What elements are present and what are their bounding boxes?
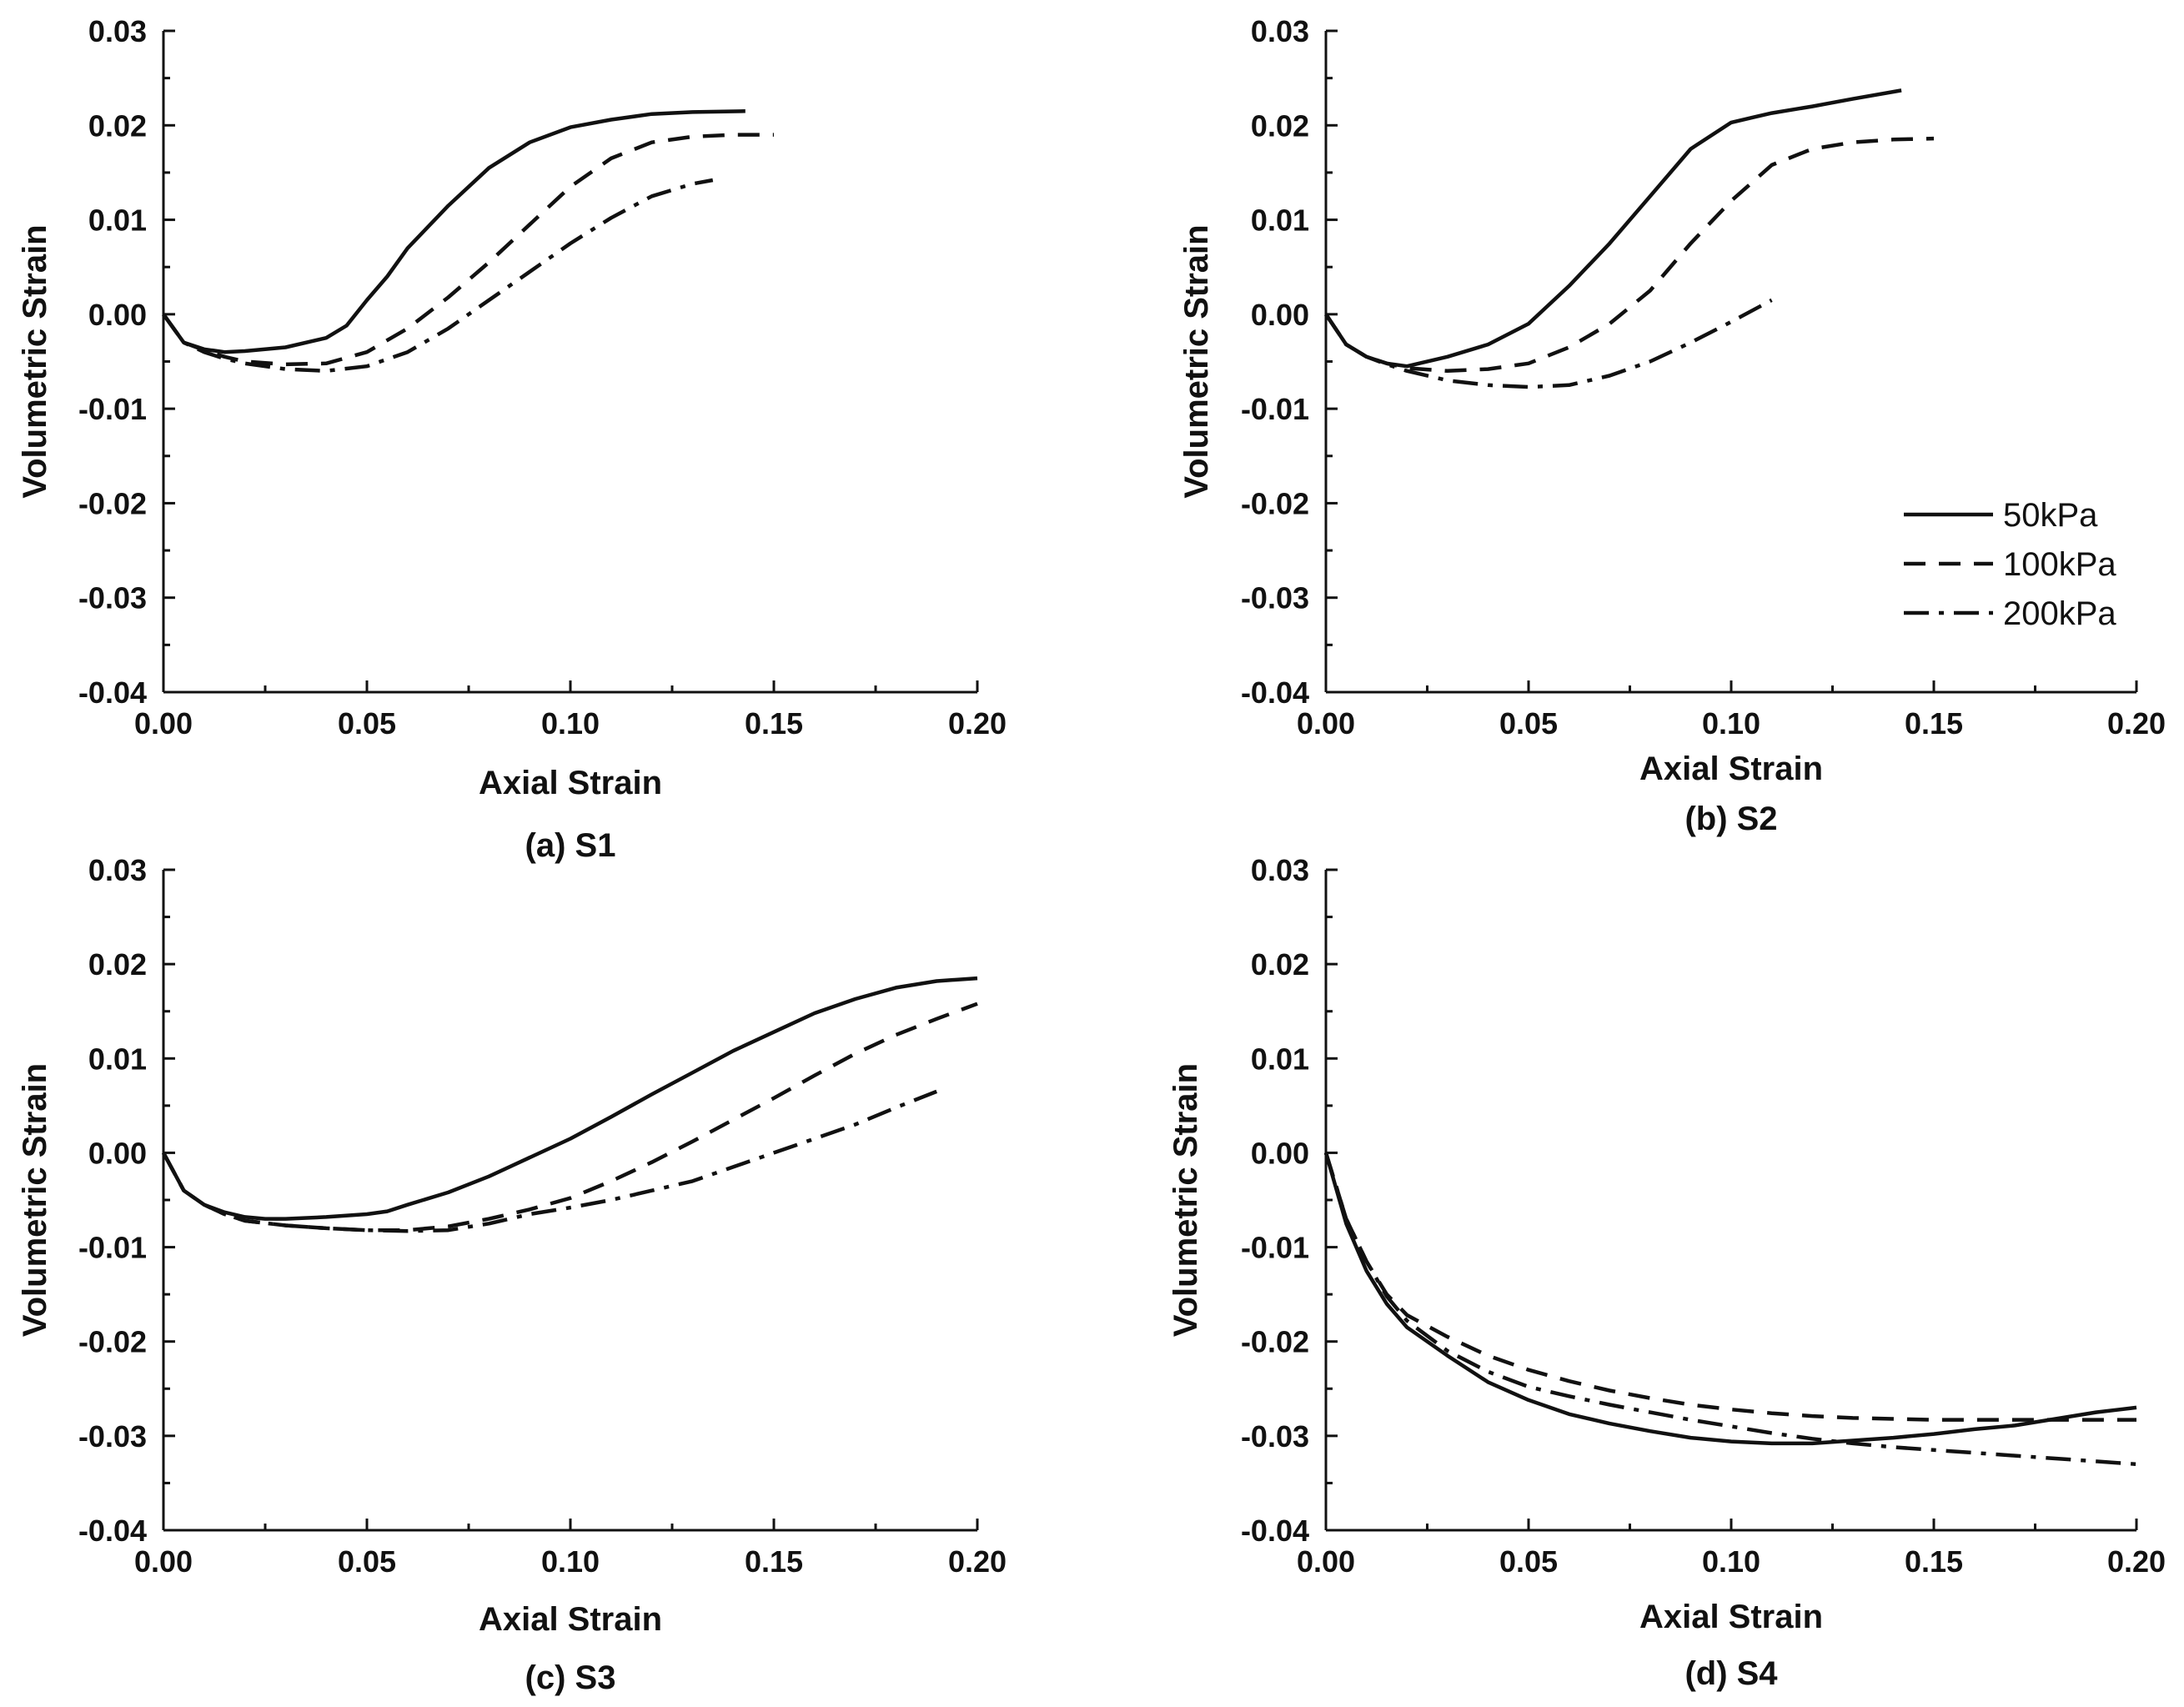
x-tick-label: 0.00 xyxy=(1297,1544,1355,1579)
x-axis-title: Axial Strain xyxy=(479,765,662,801)
y-tick-label: -0.01 xyxy=(78,1231,147,1265)
y-tick-label: 0.02 xyxy=(1251,947,1309,982)
chart-panel-d: 0.00 0.05 0.10 0.15 0.200.030.020.010.00-0.0… xyxy=(1167,853,2166,1692)
series-line-50kPa xyxy=(1324,88,1902,369)
series-line-50kPa xyxy=(1323,1152,2137,1446)
x-tick-label: 0.05 xyxy=(1499,1544,1558,1579)
y-tick-label: 0.00 xyxy=(88,1136,147,1170)
legend-label: 200kPa xyxy=(2003,595,2116,632)
y-tick-label: 0.00 xyxy=(88,298,147,332)
legend-label: 50kPa xyxy=(2003,497,2098,534)
x-tick-label: 0.20 xyxy=(2107,1544,2166,1579)
y-tick-label: 0.03 xyxy=(1251,14,1309,48)
y-axis-title: Volumetric Strain xyxy=(17,224,53,498)
y-tick-label: -0.04 xyxy=(78,675,147,710)
y-tick-label: 0.03 xyxy=(1251,853,1309,887)
x-tick-label: 0.05 xyxy=(338,1544,396,1579)
series-line-200kPa xyxy=(162,1089,938,1233)
series-line-100kPa xyxy=(1324,136,1935,374)
x-tick-label: 0.05 xyxy=(1499,706,1558,741)
x-tick-label: 0.15 xyxy=(745,1544,803,1579)
y-tick-label: 0.00 xyxy=(1251,298,1309,332)
x-tick-label: 0.00 xyxy=(134,1544,193,1579)
chart-caption: (c) S3 xyxy=(525,1659,616,1696)
chart-panel-c: 0.00 0.05 0.10 0.15 0.200.030.020.010.00-0.0… xyxy=(17,853,1007,1696)
y-tick-label: 0.01 xyxy=(1251,203,1309,238)
x-tick-label: 0.20 xyxy=(2107,706,2166,741)
x-tick-label: 0.15 xyxy=(1905,1544,1963,1579)
chart-panel-b: 0.00 0.05 0.10 0.15 0.200.030.020.010.00-0.0… xyxy=(1178,14,2166,837)
y-tick-label: 0.03 xyxy=(88,14,147,48)
chart-caption: (b) S2 xyxy=(1684,801,1777,837)
y-axis-title: Volumetric Strain xyxy=(1167,1063,1204,1337)
y-tick-label: -0.01 xyxy=(78,392,147,426)
legend: 50kPa 100kPa 200kPa xyxy=(1904,497,2116,632)
x-tick-label: 0.10 xyxy=(541,706,600,741)
series-line-100kPa xyxy=(162,133,774,367)
y-tick-label: -0.03 xyxy=(1241,1419,1309,1453)
x-tick-label: 0.10 xyxy=(1702,1544,1760,1579)
chart-panel-a: 0.00 0.05 0.10 0.15 0.200.030.020.010.00-0.0… xyxy=(17,14,1007,864)
series-line-200kPa xyxy=(1323,1152,2137,1467)
legend-label: 100kPa xyxy=(2003,546,2116,583)
y-tick-label: -0.02 xyxy=(78,486,147,520)
y-tick-label: 0.03 xyxy=(88,853,147,887)
y-tick-label: 0.01 xyxy=(88,1042,147,1076)
x-tick-label: 0.20 xyxy=(948,706,1007,741)
y-tick-label: -0.03 xyxy=(1241,581,1309,615)
y-axis-title: Volumetric Strain xyxy=(17,1063,53,1337)
x-tick-label: 0.10 xyxy=(1702,706,1760,741)
y-tick-label: -0.01 xyxy=(1241,392,1309,426)
chart-caption: (d) S4 xyxy=(1684,1655,1778,1692)
y-tick-label: -0.04 xyxy=(78,1514,147,1548)
y-tick-label: -0.01 xyxy=(1241,1231,1309,1265)
chart-caption: (a) S1 xyxy=(525,827,616,864)
x-tick-label: 0.15 xyxy=(745,706,803,741)
y-tick-label: 0.01 xyxy=(88,203,147,238)
y-tick-label: -0.02 xyxy=(1241,486,1309,520)
x-tick-label: 0.05 xyxy=(338,706,396,741)
y-tick-label: 0.02 xyxy=(1251,108,1309,143)
y-tick-label: -0.03 xyxy=(78,1419,147,1453)
series-line-200kPa xyxy=(1324,298,1773,389)
series-line-200kPa xyxy=(162,178,714,374)
x-axis-title: Axial Strain xyxy=(1639,1599,1823,1635)
x-tick-label: 0.00 xyxy=(1297,706,1355,741)
y-tick-label: 0.01 xyxy=(1251,1042,1309,1076)
x-tick-label: 0.15 xyxy=(1905,706,1963,741)
y-tick-label: 0.00 xyxy=(1251,1136,1309,1170)
y-tick-label: -0.02 xyxy=(1241,1325,1309,1359)
x-axis-title: Axial Strain xyxy=(479,1601,662,1638)
y-tick-label: 0.02 xyxy=(88,108,147,143)
y-tick-label: -0.04 xyxy=(1241,675,1309,710)
y-tick-label: -0.03 xyxy=(78,581,147,615)
x-tick-label: 0.00 xyxy=(134,706,193,741)
y-tick-label: 0.02 xyxy=(88,947,147,982)
y-tick-label: -0.02 xyxy=(78,1325,147,1359)
series-line-50kPa xyxy=(162,976,978,1221)
series-line-100kPa xyxy=(162,1002,978,1233)
series-line-50kPa xyxy=(162,109,746,354)
series-line-100kPa xyxy=(1323,1152,2136,1422)
x-tick-label: 0.20 xyxy=(948,1544,1007,1579)
x-tick-label: 0.10 xyxy=(541,1544,600,1579)
y-axis-title: Volumetric Strain xyxy=(1178,224,1215,498)
x-axis-title: Axial Strain xyxy=(1639,751,1823,787)
y-tick-label: -0.04 xyxy=(1241,1514,1309,1548)
